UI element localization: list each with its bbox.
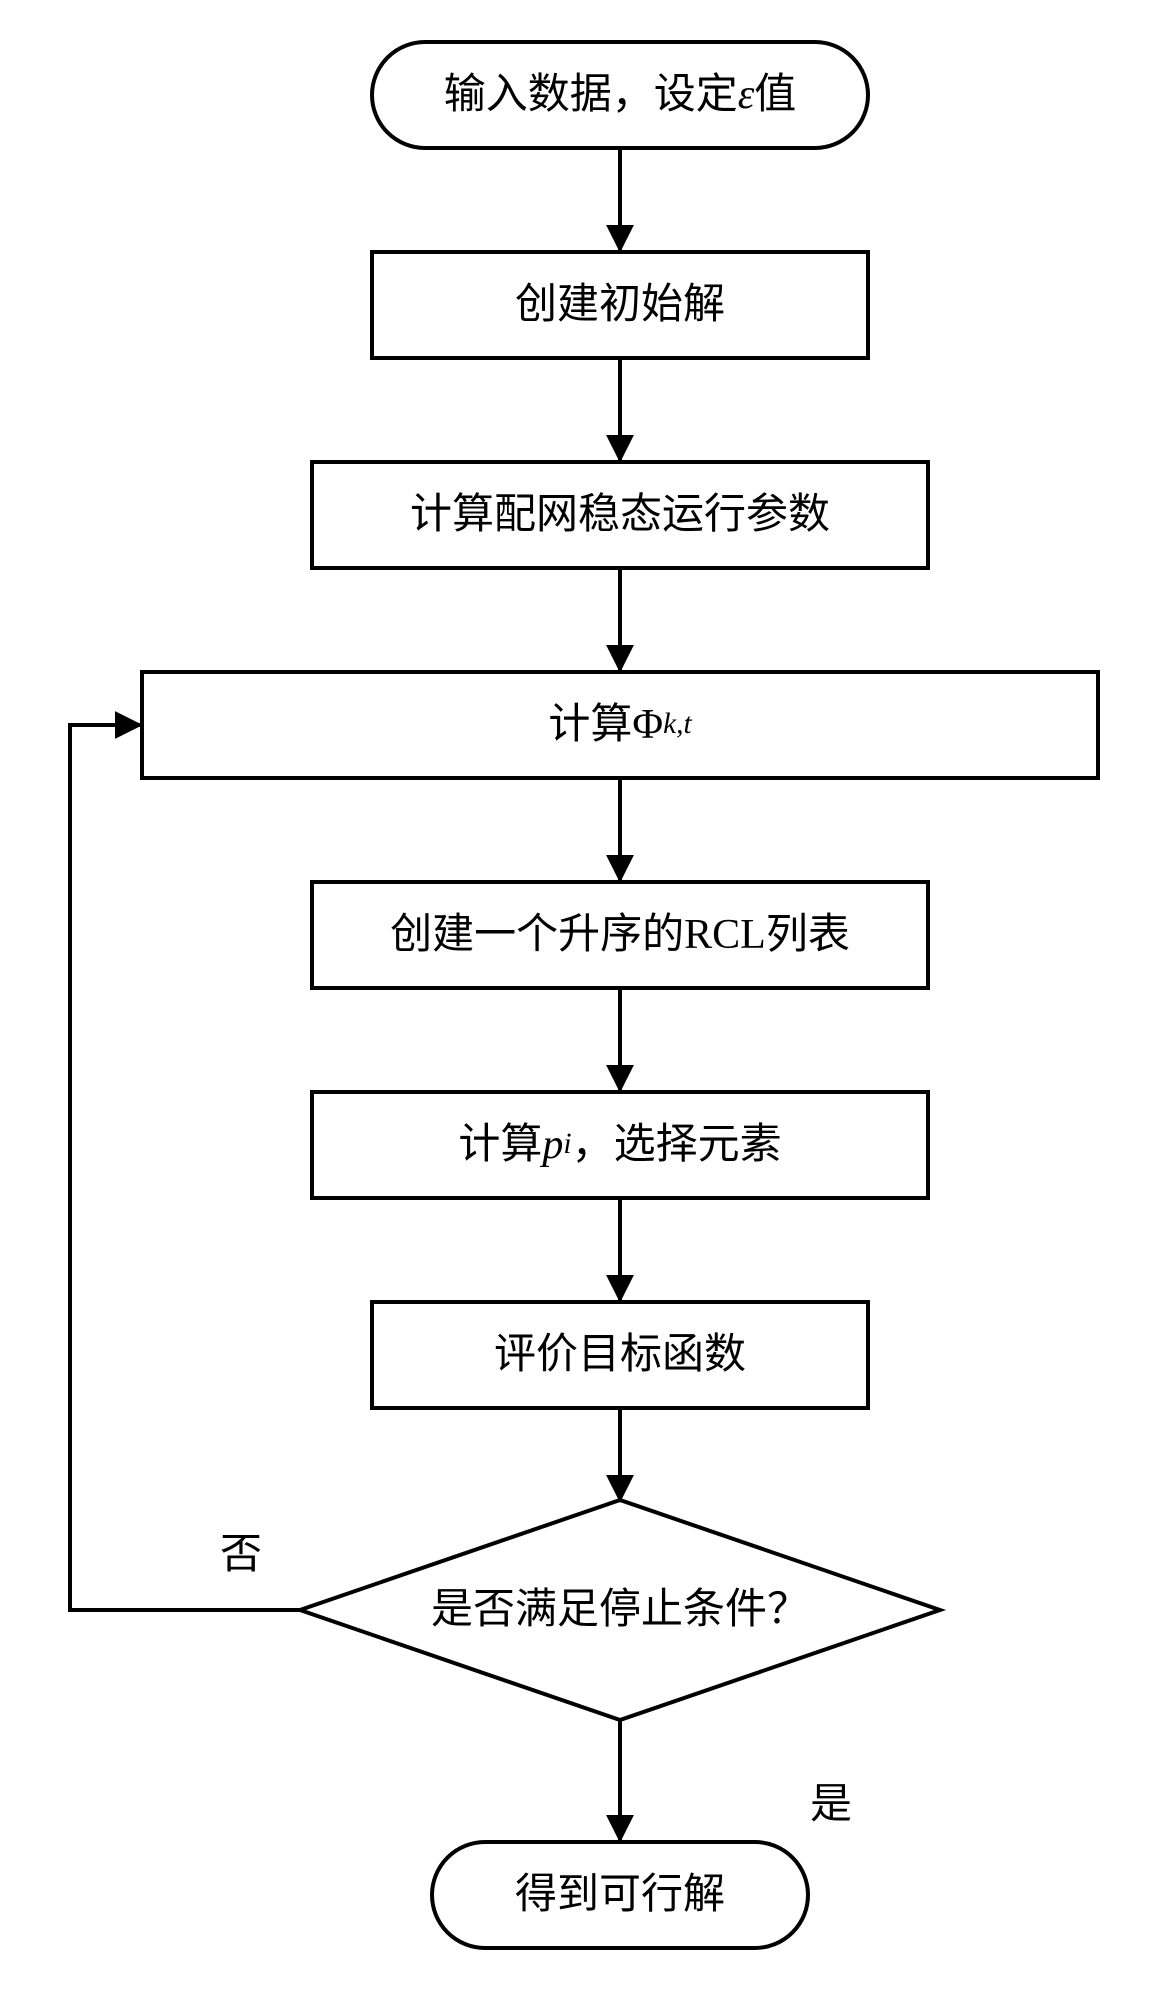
flowchart-node-n4: 创建一个升序的RCL列表 [310,880,930,990]
flowchart-node-n5: 计算pi，选择元素 [310,1090,930,1200]
flowchart-node-n2: 计算配网稳态运行参数 [310,460,930,570]
flowchart-node-n3: 计算Φk,t [140,670,1100,780]
flowchart-node-n7: 是否满足停止条件？ [300,1500,940,1720]
flowchart-node-n1: 创建初始解 [370,250,870,360]
flowchart-node-n0: 输入数据，设定ε 值 [370,40,870,150]
edge-label: 是 [810,1770,852,1831]
flowchart-canvas: 输入数据，设定ε 值创建初始解计算配网稳态运行参数计算Φk,t 创建一个升序的RC… [0,0,1149,1995]
edge-label: 否 [220,1520,262,1581]
flowchart-node-n6: 评价目标函数 [370,1300,870,1410]
flowchart-node-n8: 得到可行解 [430,1840,810,1950]
